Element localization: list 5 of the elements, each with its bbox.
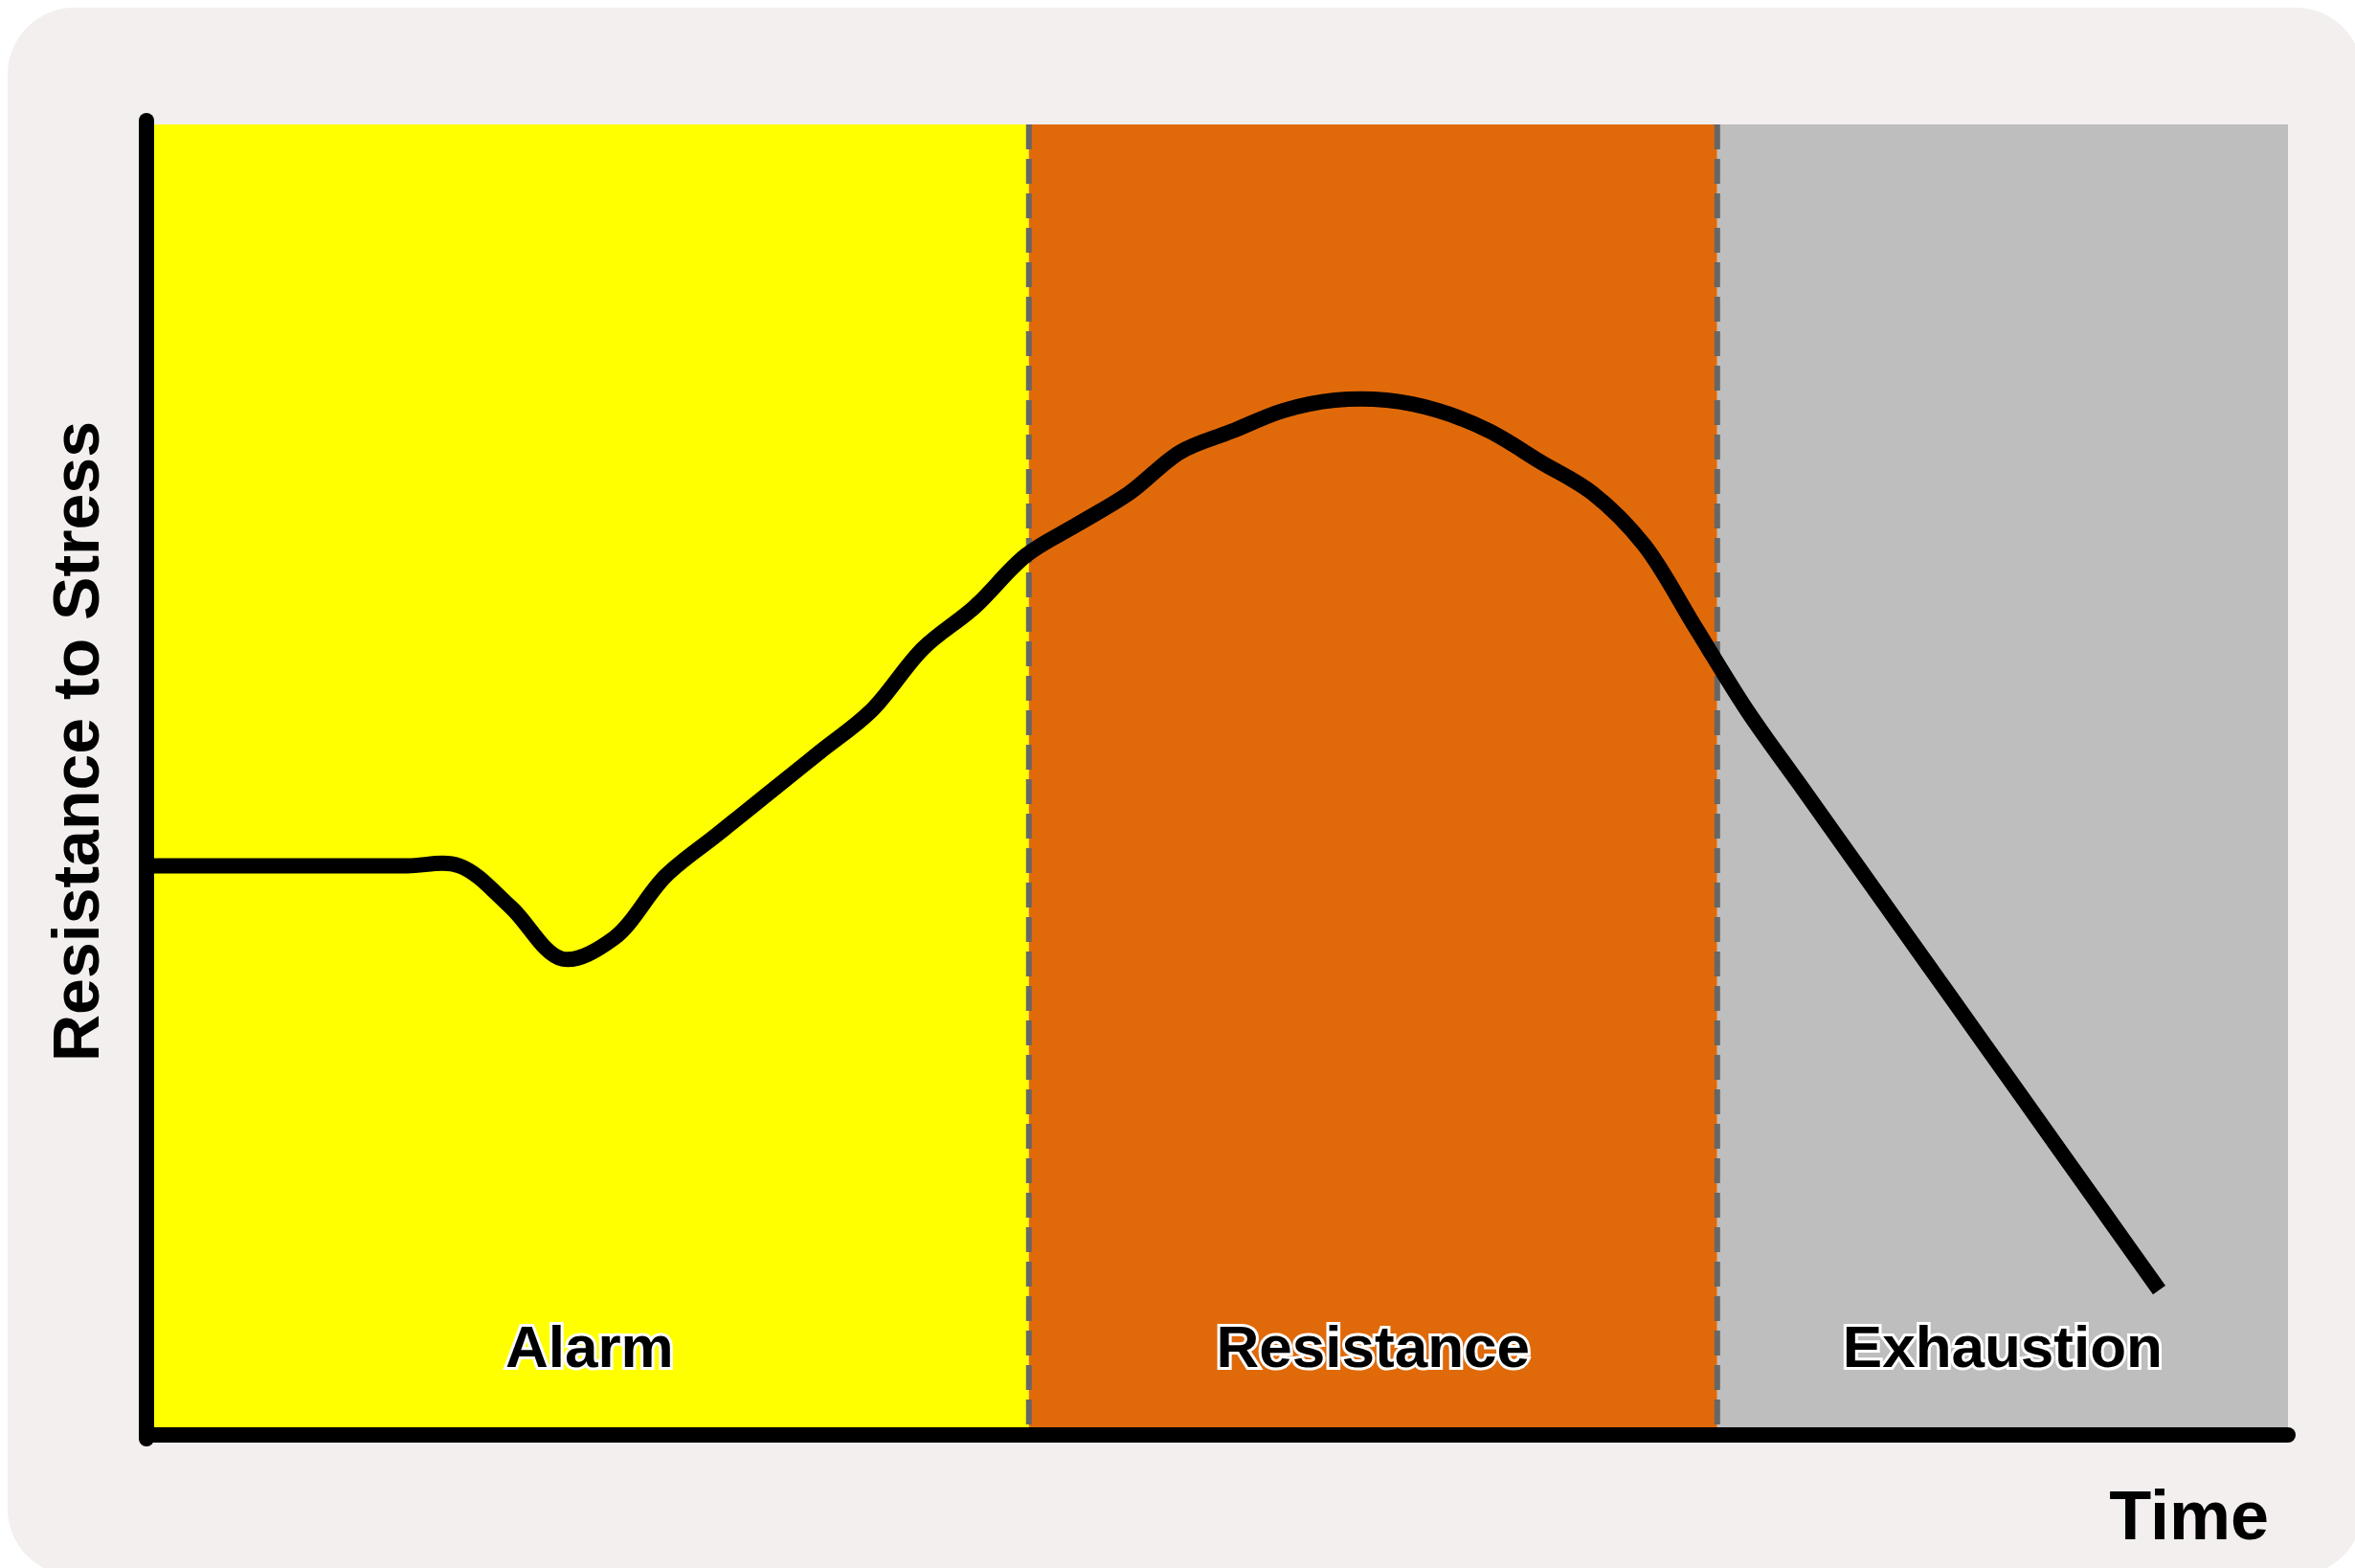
y-axis-title: Resistance to Stress — [39, 421, 112, 1062]
x-axis-title: Time — [2109, 1477, 2269, 1554]
annotation: Resistance — [1216, 1313, 1530, 1379]
annotation: Alarm — [505, 1313, 674, 1379]
annotation: Exhaustion — [1842, 1313, 2163, 1379]
